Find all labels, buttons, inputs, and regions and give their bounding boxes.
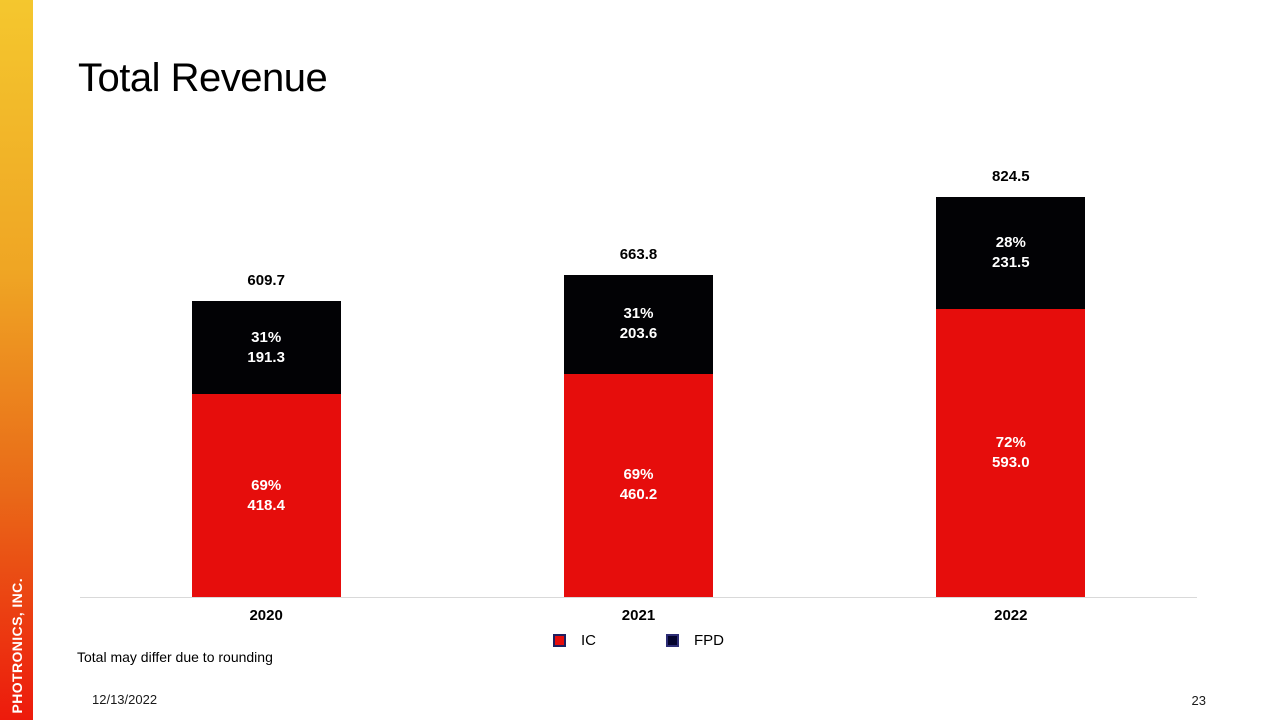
stacked-bar: 28% 231.5 72% 593.0	[936, 197, 1086, 597]
segment-value-label: 203.6	[619, 325, 658, 343]
bar-segment-fpd: 31% 203.6	[563, 274, 713, 374]
company-name-vertical-label: PHOTRONICS, INC.	[8, 578, 25, 714]
bar-group: 824.5 28% 231.5 72% 593.0	[825, 150, 1197, 597]
x-axis-label: 2020	[249, 607, 283, 624]
slide-page-number: 23	[1191, 693, 1206, 708]
x-axis-label: 2021	[621, 607, 656, 624]
segment-percent-label: 31%	[251, 328, 282, 346]
stacked-bar: 31% 203.6 69% 460.2	[563, 274, 713, 597]
bar-segment-fpd: 28% 231.5	[936, 197, 1086, 310]
segment-value-label: 191.3	[247, 348, 285, 366]
segment-percent-label: 72%	[995, 434, 1026, 452]
footnote: Total may differ due to rounding	[77, 649, 273, 665]
segment-percent-label: 69%	[251, 476, 282, 494]
bar-total-label: 609.7	[247, 272, 285, 290]
legend-label: IC	[581, 632, 596, 649]
bar-group: 663.8 31% 203.6 69% 460.2	[452, 150, 824, 597]
segment-value-label: 593.0	[992, 454, 1030, 472]
bar-group: 609.7 31% 191.3 69% 418.4	[80, 150, 452, 597]
ic-legend-swatch-icon	[553, 634, 566, 647]
legend-item-fpd: FPD	[666, 632, 724, 649]
bar-segment-ic: 69% 460.2	[563, 373, 713, 597]
slide-date: 12/13/2022	[92, 692, 158, 707]
segment-value-label: 460.2	[619, 486, 658, 504]
stacked-bar: 31% 191.3 69% 418.4	[191, 301, 341, 597]
bar-total-label: 824.5	[992, 168, 1030, 186]
bar-segment-ic: 69% 418.4	[191, 394, 341, 597]
fpd-legend-swatch-icon	[666, 634, 679, 647]
plot-area: 609.7 31% 191.3 69% 418.4 663.8 31% 203.6 69% 460…	[80, 150, 1197, 598]
bar-segment-fpd: 31% 191.3	[191, 301, 341, 394]
x-axis-labels: 2020 2021 2022	[80, 607, 1197, 624]
brand-sidebar: PHOTRONICS, INC.	[0, 0, 33, 720]
slide-title: Total Revenue	[78, 56, 328, 100]
x-axis-label: 2022	[994, 607, 1028, 624]
segment-value-label: 231.5	[992, 254, 1030, 272]
legend-label: FPD	[694, 632, 724, 649]
bar-total-label: 663.8	[619, 245, 658, 263]
segment-percent-label: 28%	[995, 234, 1026, 252]
legend-item-ic: IC	[553, 632, 596, 649]
chart-legend: IC FPD	[80, 632, 1197, 649]
segment-value-label: 418.4	[247, 496, 285, 514]
segment-percent-label: 31%	[623, 305, 654, 323]
bar-segment-ic: 72% 593.0	[936, 309, 1086, 597]
segment-percent-label: 69%	[623, 466, 654, 484]
